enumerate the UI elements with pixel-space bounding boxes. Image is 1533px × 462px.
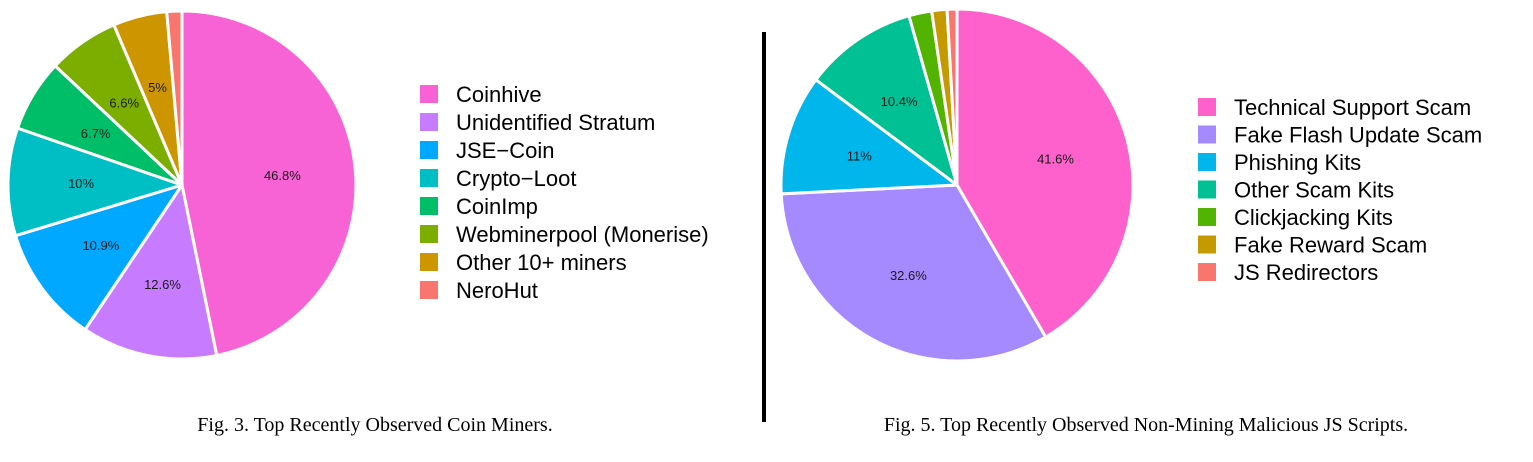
pie-slice-js-redirectors	[945, 7, 959, 187]
legend-swatch	[1198, 98, 1216, 116]
pie-slices	[779, 7, 1135, 363]
legend-label: Other Scam Kits	[1234, 178, 1394, 203]
legend-swatch	[420, 253, 438, 271]
figure-caption: Fig. 5. Top Recently Observed Non-Mining…	[884, 414, 1408, 436]
legend-swatch	[420, 141, 438, 159]
slice-percent-label: 6.6%	[109, 95, 139, 110]
pie-slice-other-scam-kits	[814, 14, 959, 187]
legend-label: Unidentified Stratum	[456, 110, 655, 135]
slice-percent-label: 46.8%	[264, 168, 301, 183]
pie-slice-nerohut	[165, 9, 184, 187]
legend-swatch	[1198, 235, 1216, 254]
pie-slices	[6, 9, 358, 361]
slice-percent-label: 10.4%	[881, 94, 918, 109]
pie-slice-labels: 41.6% 32.6% 11% 10.4%	[847, 94, 1075, 283]
legend-label: Fake Reward Scam	[1234, 233, 1427, 258]
legend-swatch	[420, 197, 438, 215]
legend-label: CoinImp	[456, 194, 538, 219]
legend-label: Webminerpool (Monerise)	[456, 222, 709, 247]
legend-label: Coinhive	[456, 82, 542, 107]
legend-label: Phishing Kits	[1234, 150, 1361, 175]
slice-percent-label: 5%	[148, 80, 167, 95]
pie-slice-crypto-loot	[6, 126, 184, 238]
slice-percent-label: 11%	[847, 148, 872, 163]
legend-swatch	[1198, 208, 1216, 226]
pie-slice-technical-support-scam	[955, 7, 1135, 339]
pie-slice-unidentified-stratum	[83, 183, 219, 361]
legend-swatch	[420, 85, 438, 103]
legend-swatch	[420, 169, 438, 187]
coin-miners-pie-chart: 46.8% 12.6% 10.9% 10% 6.7% 6.6% 5% Coinhive Uni…	[6, 9, 709, 436]
pie-slice-labels: 46.8% 12.6% 10.9% 10% 6.7% 6.6% 5%	[68, 80, 301, 292]
legend-label: Technical Support Scam	[1234, 95, 1471, 120]
legend-label: Clickjacking Kits	[1234, 205, 1393, 230]
legend-swatch	[1198, 263, 1216, 281]
slice-percent-label: 10%	[68, 176, 94, 191]
legend-label: Other 10+ miners	[456, 250, 627, 275]
legend: Technical Support Scam Fake Flash Update …	[1198, 95, 1482, 285]
slice-percent-label: 6.7%	[81, 126, 111, 141]
legend-swatch	[420, 281, 438, 299]
legend-swatch	[1198, 125, 1216, 144]
slice-percent-label: 12.6%	[144, 277, 181, 292]
legend-label: Fake Flash Update Scam	[1234, 123, 1482, 148]
pie-slice-fake-flash-update-scam	[779, 183, 1048, 363]
legend: Coinhive Unidentified Stratum JSE−Coin Cryp…	[420, 82, 709, 303]
slice-percent-label: 32.6%	[890, 268, 927, 283]
legend-label: NeroHut	[456, 278, 538, 303]
pie-slice-coinhive	[180, 9, 358, 357]
legend-label: Crypto−Loot	[456, 166, 576, 191]
legend-swatch	[420, 225, 438, 243]
legend-label: JSE−Coin	[456, 138, 554, 163]
malicious-scripts-pie-chart: 41.6% 32.6% 11% 10.4% Technical Support Sca…	[779, 7, 1482, 436]
slice-percent-label: 10.9%	[82, 238, 119, 253]
legend-swatch	[1198, 153, 1216, 171]
slice-percent-label: 41.6%	[1037, 151, 1074, 166]
legend-swatch	[420, 113, 438, 131]
legend-swatch	[1198, 180, 1216, 199]
divider-line	[762, 32, 766, 422]
pie-slice-phishing-kits	[779, 78, 959, 196]
pie-slice-jse-coin	[14, 183, 184, 332]
legend-label: JS Redirectors	[1234, 260, 1378, 285]
figure-caption: Fig. 3. Top Recently Observed Coin Miner…	[197, 414, 552, 436]
